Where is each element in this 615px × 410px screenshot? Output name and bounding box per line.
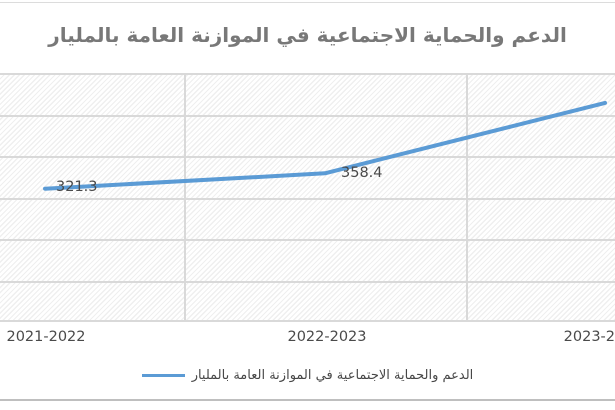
top-border-line [0,2,615,3]
series-svg [43,100,607,191]
series-line [43,100,607,191]
legend-line-marker-icon [141,373,185,377]
horizontal-gridline [0,320,615,322]
horizontal-gridline [0,73,615,75]
horizontal-gridline [0,239,615,241]
x-axis-tick-2021-2022: 2021-2022 [6,329,86,345]
chart-title: الدعم والحماية الاجتماعية في الموازنة ال… [48,23,567,47]
x-axis-tick-2023-2024-clipped: 2023-2 [563,329,615,345]
vertical-gridline [184,73,186,322]
data-label-2021-2022: 321.3 [56,179,98,195]
plot-area [0,73,615,322]
vertical-gridline [466,73,468,322]
horizontal-gridline [0,114,615,117]
horizontal-gridline [0,197,615,200]
horizontal-gridline [0,280,615,283]
bottom-border-line [0,399,615,401]
horizontal-gridline [0,156,615,158]
data-label-2022-2023: 358.4 [341,165,383,181]
legend-series-label: الدعم والحماية الاجتماعية في الموازنة ال… [191,367,474,383]
legend: الدعم والحماية الاجتماعية في الموازنة ال… [0,362,615,388]
x-axis-tick-2022-2023: 2022-2023 [287,329,367,345]
